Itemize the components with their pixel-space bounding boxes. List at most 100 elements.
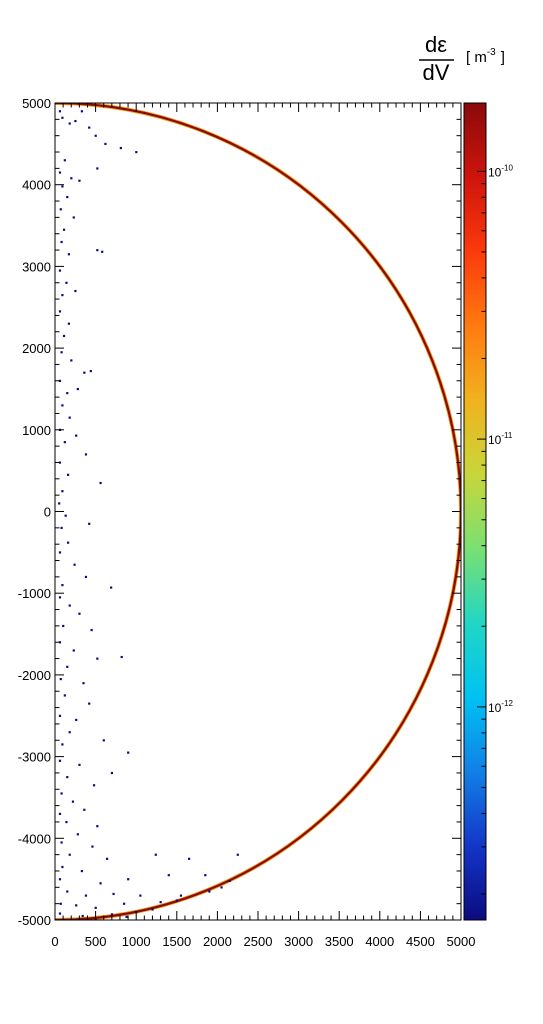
data-cell: [63, 694, 66, 697]
data-cell: [90, 628, 93, 632]
data-cell: [94, 134, 97, 137]
data-cell: [81, 914, 84, 918]
x-tick-label: 2500: [244, 934, 273, 949]
data-cell: [65, 820, 68, 824]
data-cell: [204, 874, 207, 877]
data-cell: [63, 441, 66, 444]
data-cell: [151, 908, 154, 911]
data-cell: [74, 119, 77, 123]
x-tick-label: 4500: [406, 934, 435, 949]
data-cell: [68, 731, 71, 734]
data-cell: [67, 322, 71, 325]
data-cell: [88, 126, 91, 129]
data-cell: [187, 857, 191, 860]
data-cell: [60, 351, 63, 354]
y-tick-label: -4000: [18, 831, 51, 846]
data-cell: [59, 208, 62, 211]
data-cell: [66, 665, 69, 668]
y-tick-label: 5000: [22, 96, 51, 111]
data-cell: [60, 240, 63, 244]
data-cell: [58, 379, 62, 382]
data-cell: [61, 404, 64, 407]
data-cell: [66, 890, 69, 893]
data-cell: [80, 869, 83, 873]
x-tick-label: 3000: [284, 934, 313, 949]
data-cell: [64, 514, 67, 517]
data-cell: [65, 281, 68, 284]
data-cell: [72, 216, 75, 219]
data-cell: [84, 453, 88, 456]
data-cell: [61, 743, 64, 746]
data-cell: [228, 879, 231, 882]
data-cell: [58, 110, 62, 113]
y-tick-label: 3000: [22, 259, 51, 274]
data-cell: [105, 857, 109, 860]
y-tick-label: 4000: [22, 178, 51, 193]
data-cell: [67, 253, 71, 256]
data-cell: [74, 289, 77, 293]
data-cell: [75, 718, 78, 722]
data-cell: [68, 416, 71, 419]
data-cell: [78, 763, 81, 766]
data-cell: [58, 171, 62, 174]
y-tick-label: -2000: [18, 668, 51, 683]
data-cell: [62, 334, 66, 338]
y-tick-label: 2000: [22, 341, 51, 356]
data-cell: [83, 371, 86, 374]
x-tick-label: 0: [51, 934, 58, 949]
data-cell: [76, 387, 79, 391]
data-cell: [75, 434, 78, 437]
data-cell: [82, 682, 85, 685]
data-cell: [88, 522, 91, 525]
data-cell: [59, 677, 62, 681]
data-cell: [66, 541, 70, 544]
data-cell: [73, 563, 76, 566]
data-cell: [135, 151, 138, 154]
colorbar-frame: [463, 102, 487, 921]
data-cell: [96, 249, 99, 252]
data-cell: [62, 624, 65, 628]
data-cell: [91, 845, 94, 848]
data-cell: [66, 392, 69, 395]
x-tick-label: 1500: [162, 934, 191, 949]
colorbar-title-unit: [ m-3]: [466, 47, 505, 66]
data-cell: [58, 310, 62, 313]
data-cell: [76, 833, 79, 836]
data-cell: [75, 904, 78, 907]
x-tick-label: 2000: [203, 934, 232, 949]
colorbar-title: dε dV [ m-3]: [419, 32, 505, 85]
data-cell: [61, 293, 64, 297]
x-tick-label: 4000: [365, 934, 394, 949]
data-cell: [59, 902, 62, 905]
data-cell: [83, 808, 86, 811]
colorbar-title-denominator: dV: [423, 60, 450, 85]
data-cell: [61, 185, 64, 188]
data-cell: [71, 800, 75, 803]
colorbar-tick-label: 10-11: [488, 431, 513, 447]
colorbar-tick-label: 10-12: [488, 699, 513, 715]
plot-area: [55, 103, 461, 920]
data-cell: [139, 894, 142, 897]
y-tick-label: -3000: [18, 750, 51, 765]
data-cell: [58, 596, 62, 599]
data-cell: [84, 575, 88, 579]
data-cell: [110, 913, 114, 916]
data-cell: [58, 759, 62, 762]
data-cell: [159, 901, 162, 904]
data-cell: [119, 146, 122, 150]
data-cell: [58, 641, 62, 644]
data-cell: [123, 902, 126, 905]
data-cell: [120, 655, 123, 659]
data-cell: [99, 481, 102, 485]
data-cell: [61, 865, 64, 869]
data-cell: [78, 179, 81, 182]
colorbar-tick-label: 10-10: [488, 163, 513, 179]
x-tick-label: 1000: [122, 934, 151, 949]
data-cell: [154, 853, 157, 856]
data-cell: [72, 649, 75, 652]
data-cell: [60, 792, 63, 795]
data-cell: [88, 702, 91, 705]
data-cell: [68, 122, 71, 125]
y-tick-label: -1000: [18, 586, 51, 601]
